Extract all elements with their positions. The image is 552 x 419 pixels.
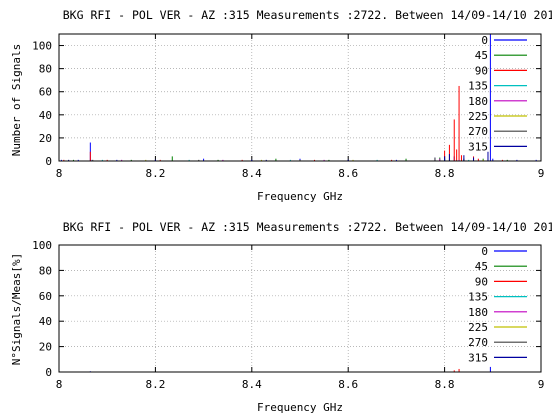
- y-tick-label: 100: [32, 239, 52, 252]
- x-tick-label: 8.8: [435, 378, 455, 391]
- chart-title: BKG RFI - POL VER - AZ :315 Measurements…: [63, 8, 552, 22]
- chart-panel-signal-count: BKG RFI - POL VER - AZ :315 Measurements…: [10, 8, 552, 203]
- legend-label: 270: [468, 336, 488, 349]
- legend-label: 225: [468, 321, 488, 334]
- x-tick-label: 8: [56, 167, 63, 180]
- chart-title: BKG RFI - POL VER - AZ :315 Measurements…: [63, 220, 552, 234]
- legend-label: 315: [468, 351, 488, 364]
- legend-label: 135: [468, 291, 488, 304]
- y-tick-label: 0: [45, 366, 52, 379]
- legend-label: 45: [475, 49, 488, 62]
- y-tick-label: 80: [39, 264, 52, 277]
- x-tick-label: 8.4: [242, 378, 262, 391]
- series-0: [61, 34, 536, 161]
- y-tick-label: 20: [39, 132, 52, 145]
- y-axis-label: N°Signals/Meas[%]: [10, 253, 23, 366]
- legend-label: 225: [468, 110, 488, 123]
- x-tick-label: 8.8: [435, 167, 455, 180]
- x-tick-label: 8.2: [145, 378, 165, 391]
- legend-label: 45: [475, 260, 488, 273]
- legend-label: 270: [468, 125, 488, 138]
- y-axis-label: Number of Signals: [10, 44, 23, 157]
- legend-label: 90: [475, 275, 488, 288]
- x-axis-label: Frequency GHz: [257, 190, 343, 203]
- x-axis-label: Frequency GHz: [257, 401, 343, 414]
- chart-panel-signal-percent: BKG RFI - POL VER - AZ :315 Measurements…: [10, 220, 552, 414]
- x-tick-label: 8.4: [242, 167, 262, 180]
- series-315: [69, 152, 488, 161]
- x-tick-label: 8: [56, 378, 63, 391]
- series-270: [93, 158, 464, 161]
- legend-label: 135: [468, 80, 488, 93]
- x-tick-label: 8.6: [338, 167, 358, 180]
- x-tick-label: 9: [538, 167, 545, 180]
- legend-label: 0: [481, 34, 488, 47]
- series-0: [90, 367, 492, 372]
- y-tick-label: 40: [39, 315, 52, 328]
- legend: 0 45 90 135 180 225 270 315: [468, 34, 527, 153]
- legend-label: 180: [468, 95, 488, 108]
- y-tick-label: 60: [39, 86, 52, 99]
- y-tick-label: 40: [39, 109, 52, 122]
- y-tick-label: 80: [39, 63, 52, 76]
- y-tick-label: 100: [32, 40, 52, 53]
- legend-label: 315: [468, 140, 488, 153]
- x-tick-label: 8.2: [145, 167, 165, 180]
- x-tick-label: 9: [538, 378, 545, 391]
- series-90: [64, 86, 503, 161]
- y-tick-label: 0: [45, 155, 52, 168]
- legend-label: 180: [468, 306, 488, 319]
- y-tick-label: 60: [39, 290, 52, 303]
- x-tick-label: 8.6: [338, 378, 358, 391]
- legend-label: 0: [481, 245, 488, 258]
- legend-label: 90: [475, 64, 488, 77]
- y-tick-label: 20: [39, 341, 52, 354]
